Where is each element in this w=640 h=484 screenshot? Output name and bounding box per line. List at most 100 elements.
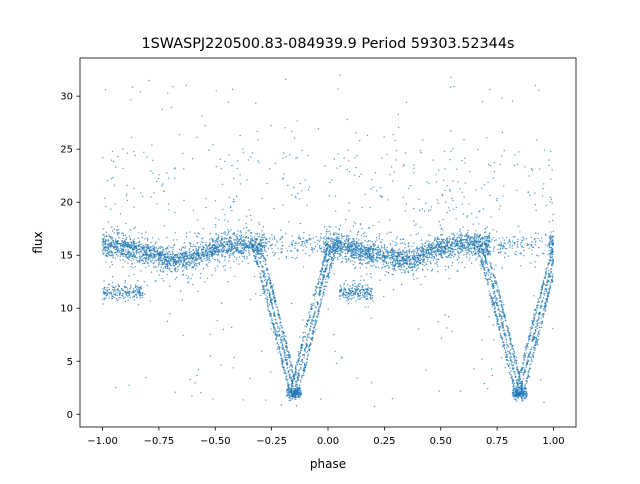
data-point: [184, 253, 186, 255]
data-point: [124, 239, 126, 241]
data-point: [207, 256, 209, 258]
data-point: [273, 238, 276, 240]
data-point: [469, 241, 471, 244]
data-point: [371, 265, 373, 267]
data-point: [462, 226, 464, 228]
data-point: [154, 255, 156, 257]
data-point: [267, 247, 270, 249]
data-point: [240, 230, 242, 232]
data-point: [104, 244, 107, 246]
data-point: [280, 236, 282, 238]
data-point: [433, 243, 435, 246]
data-point: [199, 256, 202, 259]
data-point: [368, 262, 370, 264]
data-point: [380, 245, 383, 247]
data-point: [173, 268, 176, 270]
data-point: [243, 227, 245, 229]
data-point: [134, 255, 136, 257]
data-point: [150, 271, 153, 273]
data-point: [287, 386, 289, 388]
data-point: [517, 246, 519, 248]
data-point: [534, 241, 536, 243]
data-point: [362, 232, 365, 235]
data-point: [339, 247, 342, 249]
data-point: [274, 252, 277, 254]
data-point: [131, 255, 133, 258]
data-point: [178, 264, 181, 266]
data-point: [526, 244, 528, 246]
data-point: [347, 238, 349, 240]
data-point: [537, 255, 539, 257]
data-point: [413, 220, 415, 222]
data-point: [304, 350, 306, 352]
data-point: [107, 251, 109, 253]
data-point: [188, 276, 190, 278]
data-point: [258, 235, 261, 238]
data-point: [458, 235, 460, 238]
data-point: [442, 242, 444, 244]
data-point: [220, 242, 222, 244]
data-point: [400, 259, 402, 262]
data-point: [373, 245, 375, 248]
data-point: [532, 246, 534, 248]
data-point: [127, 250, 129, 252]
data-point: [480, 267, 482, 270]
data-point: [486, 226, 488, 228]
data-point: [282, 359, 284, 361]
data-point: [392, 260, 395, 262]
data-point: [129, 238, 132, 241]
data-point: [445, 245, 447, 248]
data-point: [415, 252, 418, 255]
data-point: [483, 243, 485, 245]
data-point: [535, 254, 538, 256]
data-point: [330, 234, 332, 236]
data-point: [201, 252, 204, 254]
data-point: [122, 259, 124, 261]
data-point: [167, 247, 169, 249]
data-point: [215, 217, 217, 219]
data-point: [162, 267, 164, 269]
data-point: [265, 238, 267, 241]
data-point: [333, 272, 335, 275]
data-point: [446, 251, 449, 253]
data-point: [138, 232, 140, 234]
data-point: [178, 248, 180, 251]
data-point: [139, 258, 141, 260]
data-point: [366, 241, 368, 243]
data-point: [548, 246, 550, 248]
data-point: [502, 237, 504, 239]
data-point: [267, 240, 269, 243]
data-point: [197, 236, 199, 238]
data-point: [254, 257, 257, 259]
data-point: [349, 250, 351, 252]
data-point: [395, 244, 397, 246]
data-point: [417, 232, 419, 234]
data-point: [461, 261, 463, 264]
data-point: [511, 240, 514, 242]
data-point: [170, 246, 172, 248]
data-point: [413, 263, 415, 265]
data-point: [229, 247, 231, 250]
data-point: [426, 240, 428, 242]
data-point: [190, 277, 192, 280]
data-point: [514, 242, 516, 244]
data-point: [389, 257, 392, 259]
data-point: [260, 277, 262, 279]
data-point: [460, 242, 463, 244]
data-point: [263, 233, 265, 235]
data-point: [290, 250, 293, 252]
data-point: [437, 202, 439, 204]
data-point: [424, 275, 426, 278]
data-point: [192, 249, 194, 251]
data-point: [103, 236, 106, 238]
data-point: [294, 371, 297, 373]
data-point: [123, 240, 125, 242]
data-point: [129, 252, 131, 254]
data-point: [161, 259, 164, 262]
data-point: [282, 366, 284, 368]
data-point: [384, 257, 386, 260]
data-point: [328, 255, 331, 258]
data-point: [403, 257, 405, 260]
data-point: [467, 242, 470, 244]
data-point: [229, 242, 231, 244]
